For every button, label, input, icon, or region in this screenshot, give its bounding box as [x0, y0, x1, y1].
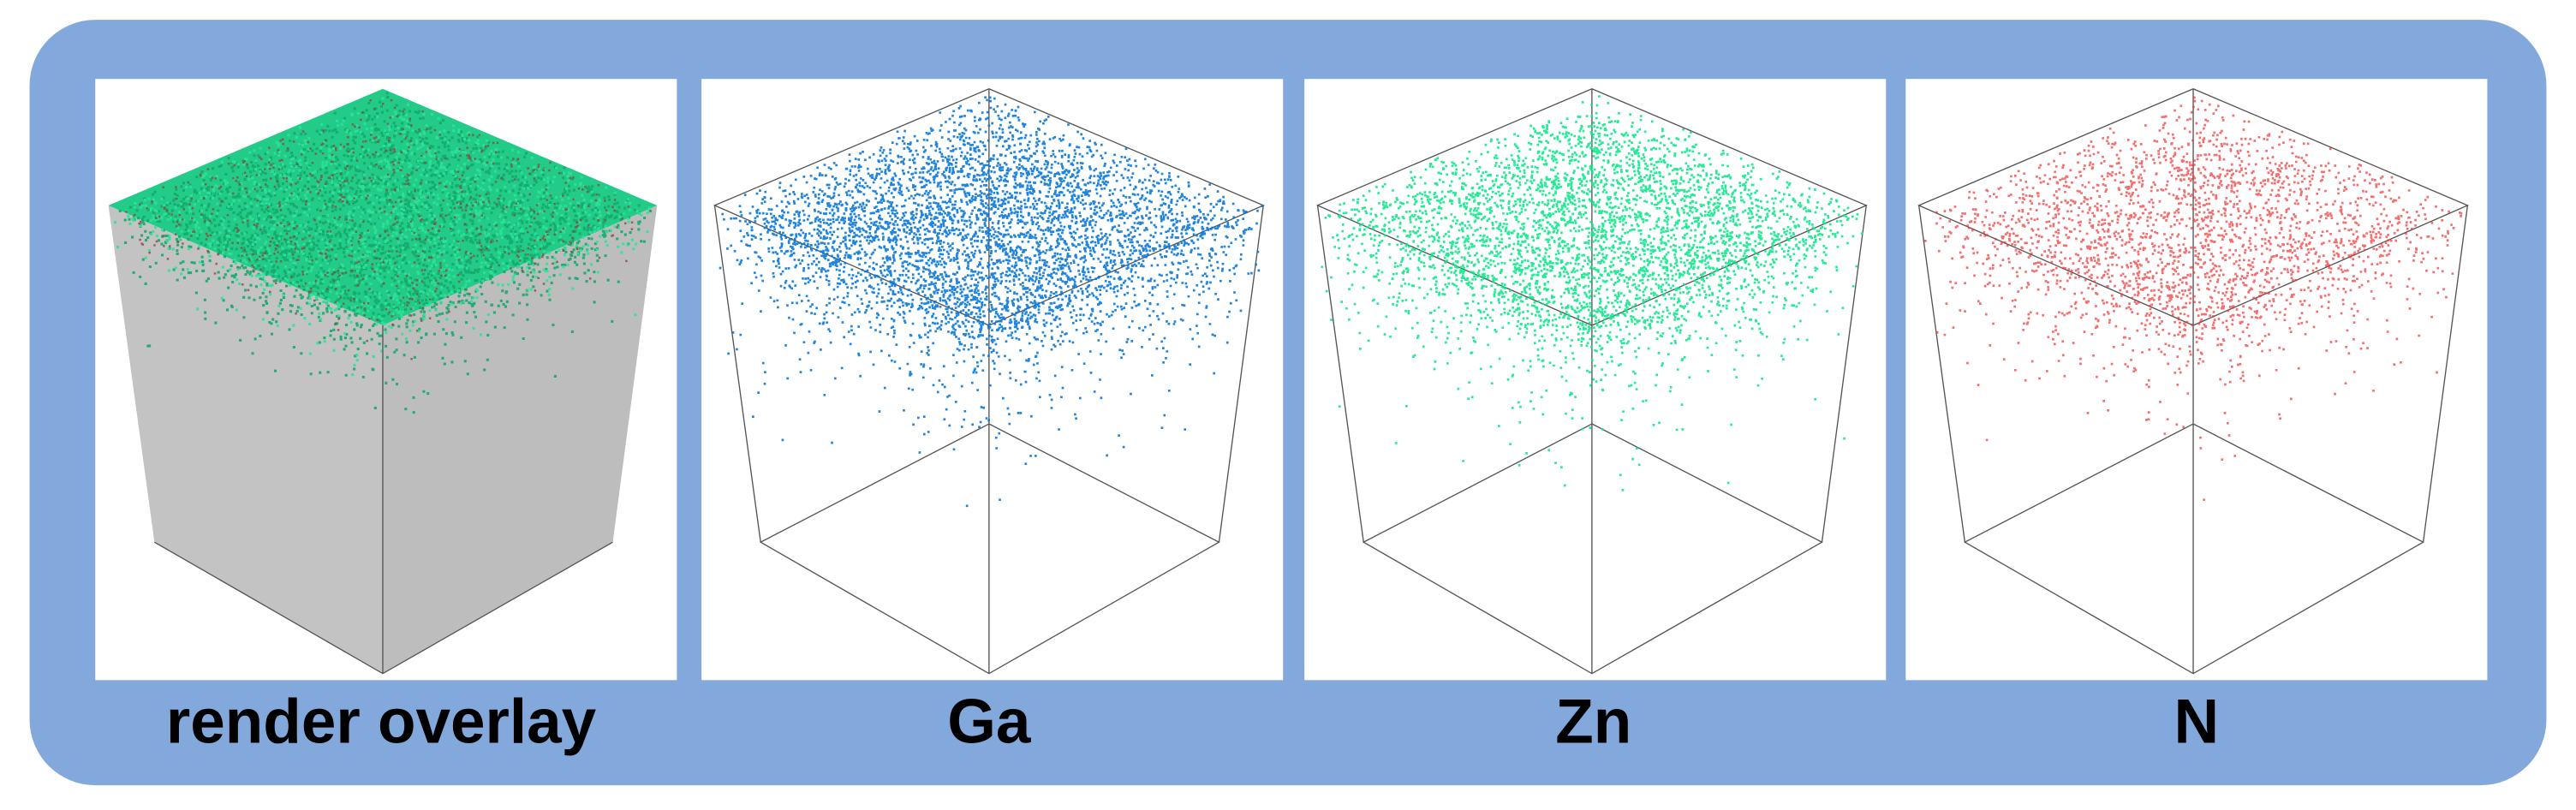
cube-face [108, 205, 383, 674]
panel-bg [1905, 79, 2488, 681]
panel-label: render overlay [166, 687, 597, 756]
atom-dots [1923, 96, 2463, 502]
panel-bg [1304, 79, 1887, 681]
panel-label: Zn [1555, 687, 1631, 756]
atom-dots [118, 92, 647, 414]
cube-face [108, 88, 658, 325]
cube-edge [153, 325, 613, 675]
panel-label: Ga [947, 687, 1031, 756]
panel [1905, 79, 2488, 681]
atom-dots [1321, 95, 1863, 491]
panel-label: N [2174, 687, 2220, 756]
cube-edge [1315, 87, 1868, 675]
cube-face [382, 205, 658, 674]
panels [95, 79, 2488, 681]
panel [1304, 79, 1887, 681]
panel [95, 79, 677, 681]
panel [701, 79, 1284, 681]
panel-bg [701, 79, 1284, 681]
atom-dots [719, 96, 1264, 508]
